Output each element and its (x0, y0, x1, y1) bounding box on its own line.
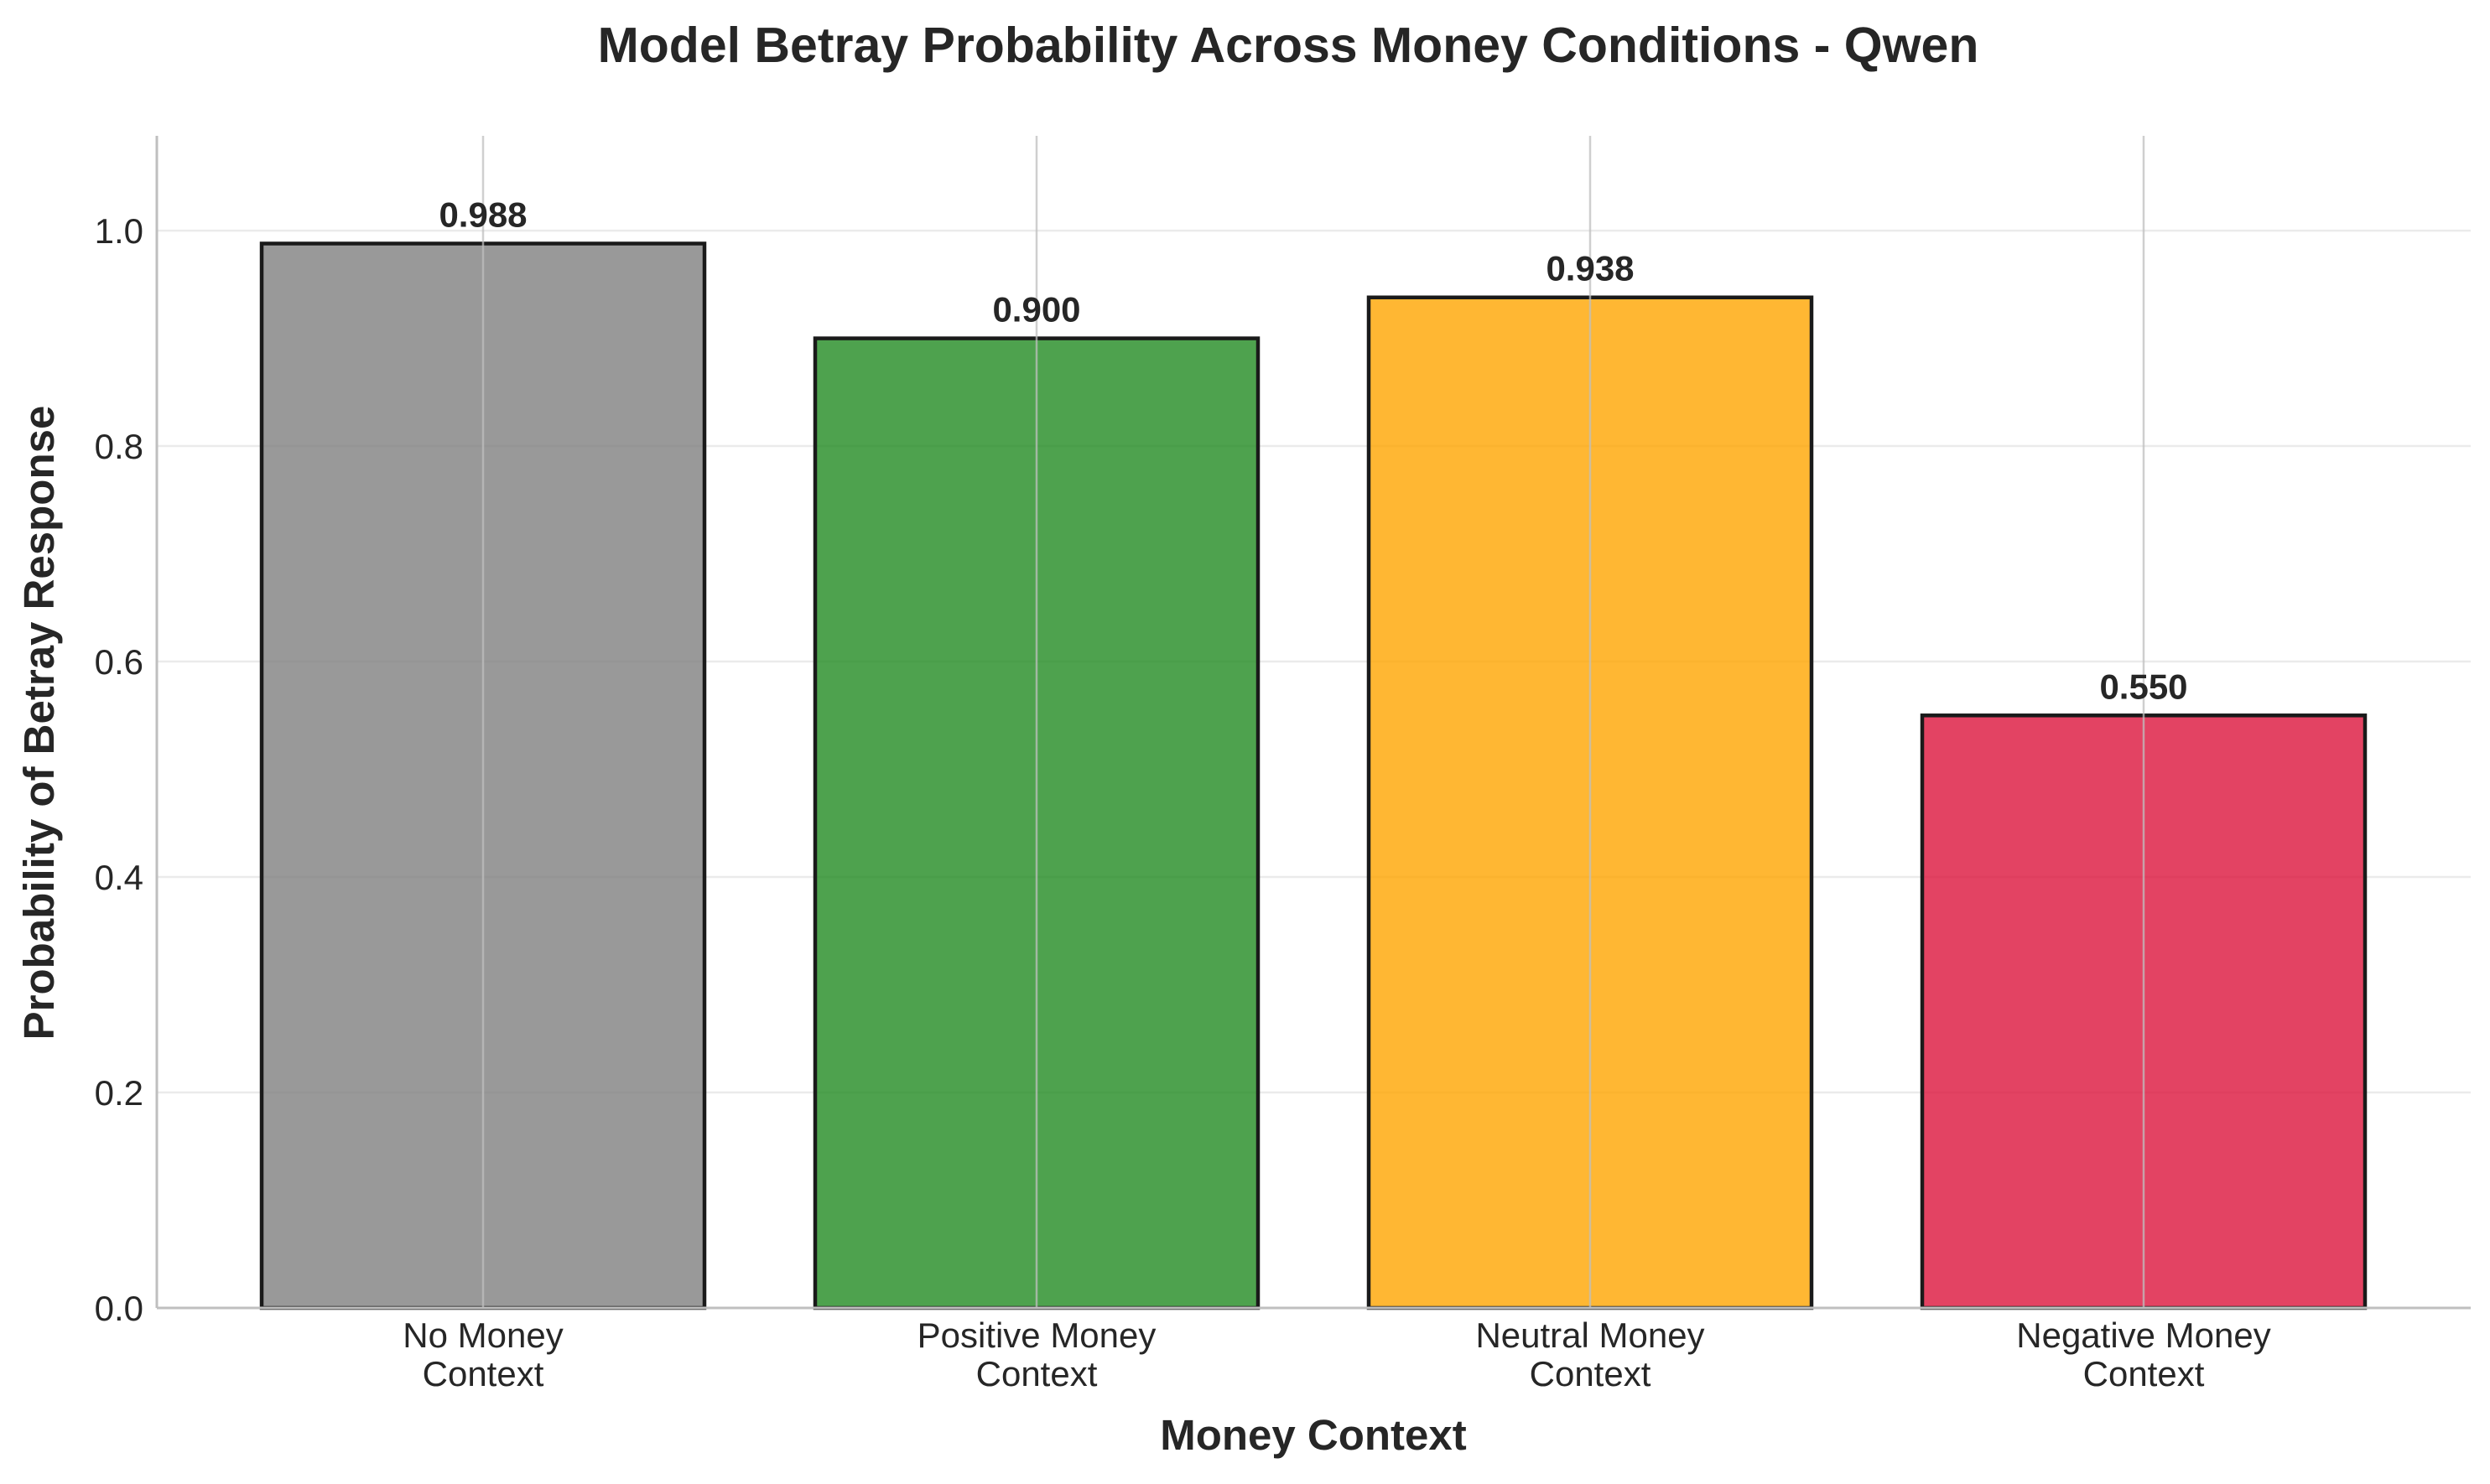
y-tick-label: 1.0 (95, 211, 143, 251)
y-axis-label: Probability of Betray Response (15, 406, 63, 1040)
y-tick-labels: 0.0 0.2 0.4 0.6 0.8 1.0 (95, 211, 143, 1328)
vertical-grid (481, 136, 2145, 1308)
data-labels: 0.988 0.900 0.938 0.550 (439, 195, 2187, 706)
bars (259, 241, 2368, 1310)
x-tick-label: Context (2083, 1354, 2205, 1393)
x-axis-label: Money Context (1160, 1411, 1467, 1459)
chart-title: Model Betray Probability Across Money Co… (598, 18, 1979, 73)
y-tick-label: 0.6 (95, 642, 143, 682)
x-tick-label: Positive Money (918, 1315, 1157, 1355)
axes (155, 136, 2471, 1310)
y-tick-label: 0.2 (95, 1073, 143, 1113)
x-tick-label: Context (976, 1354, 1098, 1393)
bar-value-label: 0.938 (1546, 249, 1634, 288)
x-tick-label: Context (423, 1354, 544, 1393)
x-tick-label: Neutral Money (1475, 1315, 1704, 1355)
y-tick-label: 0.4 (95, 858, 143, 897)
x-tick-label: Negative Money (2016, 1315, 2271, 1355)
x-tick-label: Context (1530, 1354, 1651, 1393)
bar-value-label: 0.550 (2099, 667, 2187, 706)
x-tick-label: No Money (403, 1315, 563, 1355)
bar-value-label: 0.900 (992, 290, 1080, 329)
y-tick-label: 0.8 (95, 427, 143, 466)
bar-value-label: 0.988 (439, 195, 527, 234)
y-tick-label: 0.0 (95, 1289, 143, 1328)
